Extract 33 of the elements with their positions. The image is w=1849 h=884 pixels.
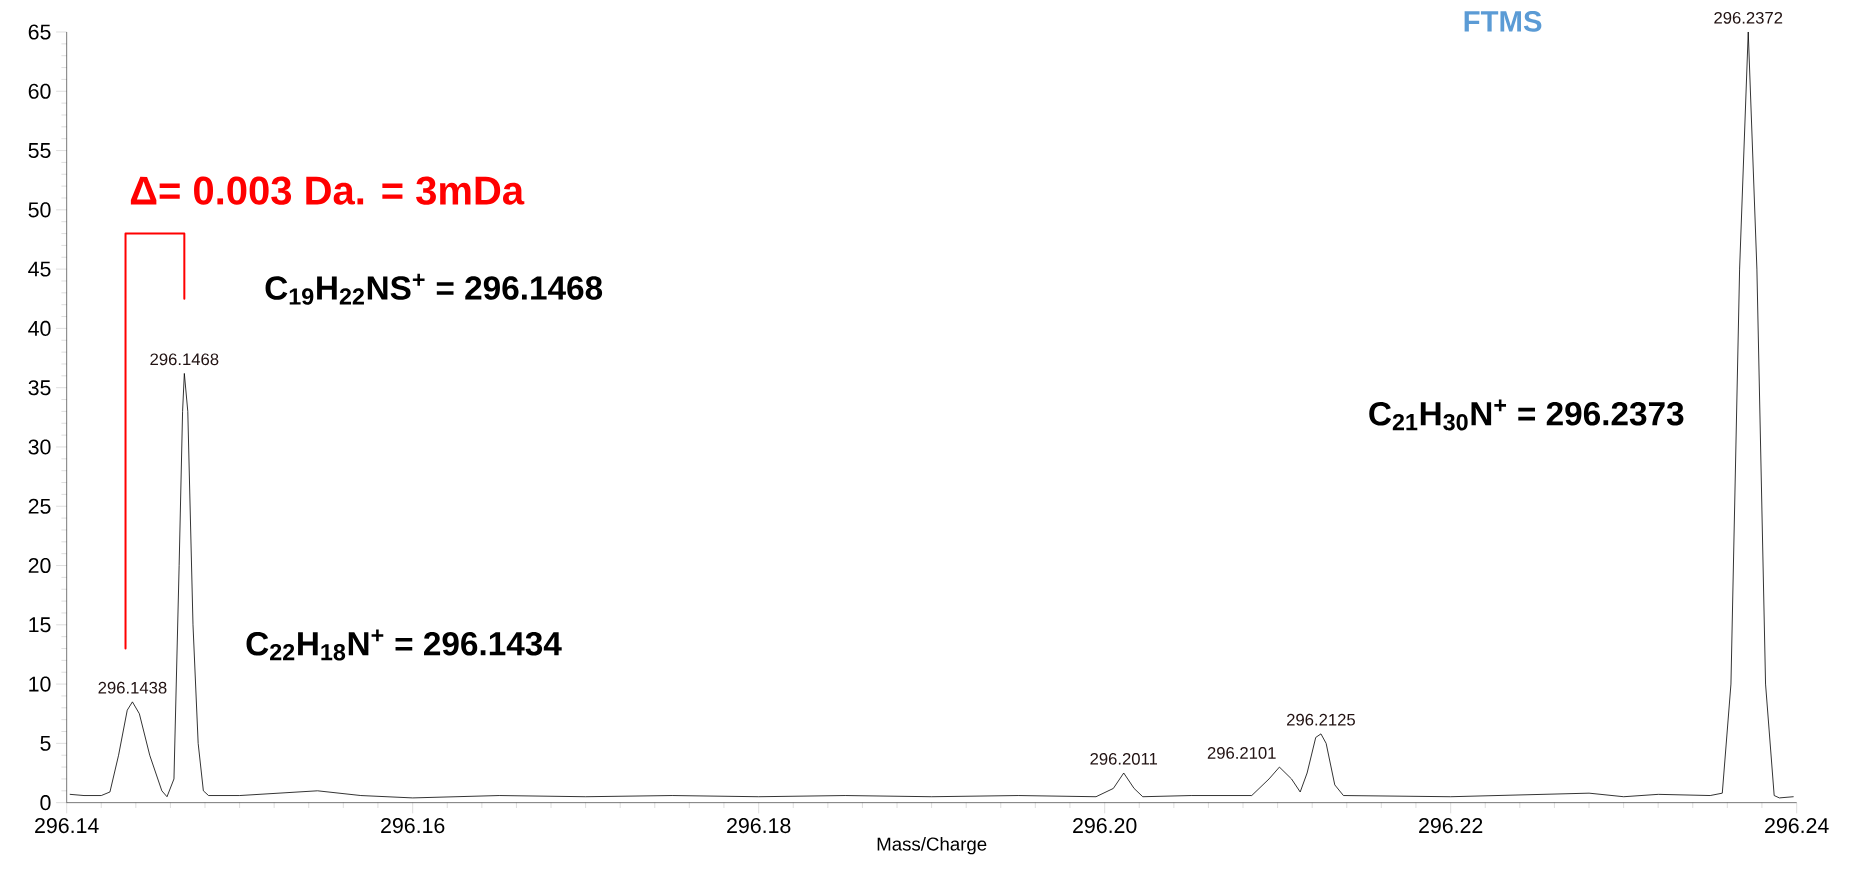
x-tick-label: 296.24 xyxy=(1765,818,1829,834)
y-tick-label: 15 xyxy=(29,617,51,633)
x-axis-title: Mass/Charge xyxy=(877,836,987,855)
y-tick-label: 55 xyxy=(28,143,51,158)
y-tick-label: 0 xyxy=(40,795,51,811)
y-tick-label: 20 xyxy=(28,557,51,574)
y-tick-label: 45 xyxy=(28,261,51,277)
x-tick-label: 296.18 xyxy=(727,818,791,834)
y-tick-label: 30 xyxy=(28,439,51,455)
annotation: 296.1468 xyxy=(150,353,219,366)
x-tick-label: 296.16 xyxy=(381,818,445,834)
annotation: 296.1438 xyxy=(98,681,167,694)
annotation: C$_{21}$H$_{30}$N$^{+}$ = 296.2373 xyxy=(1369,399,1684,431)
x-tick-label: 296.22 xyxy=(1419,818,1483,834)
line-series xyxy=(69,31,1794,799)
x-tick-label: 296.20 xyxy=(1073,818,1137,834)
y-tick-label: 35 xyxy=(28,380,51,396)
annotation: C$_{22}$H$_{18}$N$^{+}$ = 296.1434 xyxy=(246,629,562,661)
y-tick-label: 10 xyxy=(29,676,51,692)
y-tick-label: 60 xyxy=(28,83,51,99)
y-tick-label: 5 xyxy=(40,735,51,751)
y-tick-label: 40 xyxy=(28,320,51,336)
text: FTMS xyxy=(1464,10,1542,32)
annotation: 296.2372 xyxy=(1714,11,1783,24)
annotation: 296.2125 xyxy=(1287,713,1355,726)
x-tick-label: 296.14 xyxy=(35,818,99,834)
y-tick-label: 65 xyxy=(28,24,51,40)
annotation: 296.2011 xyxy=(1090,752,1158,765)
y-tick-label: 25 xyxy=(28,498,51,514)
y-tick-label: 50 xyxy=(28,202,51,218)
annotation: C$_{19}$H$_{22}$NS$^{+}$ = 296.1468 xyxy=(265,273,603,305)
annotation: 296.2101 xyxy=(1207,747,1276,759)
annotation: Δ= 0.003 Da. = 3mDa xyxy=(130,176,525,205)
